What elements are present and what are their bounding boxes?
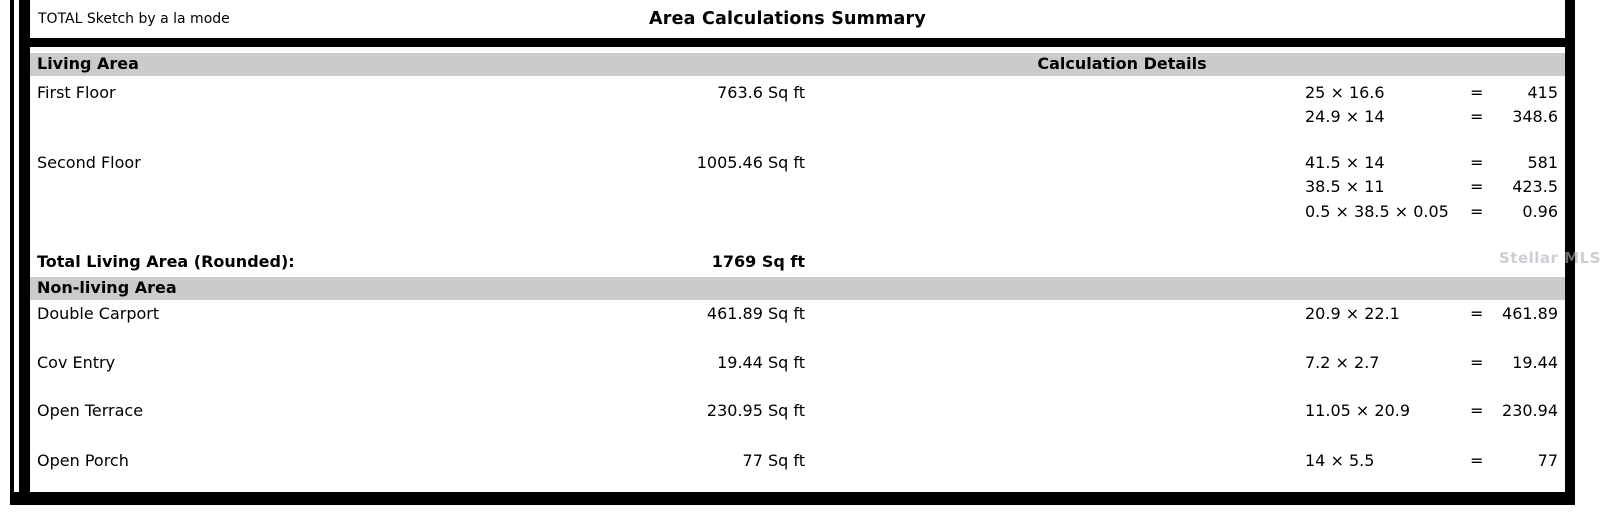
row-name: Double Carport [37, 304, 160, 323]
calculation-details-label: Calculation Details [1037, 54, 1207, 73]
section-header-living-area: Living Area Calculation Details [30, 53, 1565, 76]
table-row: Second Floor 1005.46 Sq ft 41.5 × 14 = 5… [30, 153, 1565, 175]
calc-equals: = [1470, 304, 1484, 323]
row-name: First Floor [37, 83, 116, 102]
title-divider-rule [30, 38, 1565, 47]
calc-equals: = [1470, 177, 1484, 196]
row-area-value: 763.6 Sq ft [717, 83, 805, 102]
calc-expression: 24.9 × 14 [1305, 107, 1385, 126]
calc-equals: = [1470, 353, 1484, 372]
page-edge-line [10, 0, 14, 505]
calc-line: 24.9 × 14 = 348.6 [30, 107, 1565, 129]
calc-expression: 20.9 × 22.1 [1305, 304, 1400, 323]
row-name: Open Terrace [37, 401, 144, 420]
calc-result: 415 [1527, 83, 1558, 102]
section-header-nonliving-area: Non-living Area [30, 277, 1565, 300]
page-title: Area Calculations Summary [649, 9, 926, 29]
calc-equals: = [1470, 107, 1484, 126]
calc-result: 348.6 [1512, 107, 1558, 126]
frame-border-right [1565, 0, 1575, 492]
calc-result: 461.89 [1502, 304, 1558, 323]
calc-expression: 41.5 × 14 [1305, 153, 1385, 172]
table-row: Open Terrace 230.95 Sq ft 11.05 × 20.9 =… [30, 401, 1565, 423]
mls-watermark: Stellar MLS [1499, 249, 1600, 267]
row-name: Open Porch [37, 451, 129, 470]
table-row: Double Carport 461.89 Sq ft 20.9 × 22.1 … [30, 304, 1565, 326]
table-row: Cov Entry 19.44 Sq ft 7.2 × 2.7 = 19.44 [30, 353, 1565, 375]
calc-result: 77 [1537, 451, 1558, 470]
row-area-value: 461.89 Sq ft [706, 304, 805, 323]
calc-expression: 38.5 × 11 [1305, 177, 1385, 196]
calc-result: 581 [1527, 153, 1558, 172]
living-area-label: Living Area [37, 54, 139, 73]
calc-expression: 14 × 5.5 [1305, 451, 1375, 470]
calc-expression: 0.5 × 38.5 × 0.05 [1305, 202, 1449, 221]
calc-result: 423.5 [1512, 177, 1558, 196]
report-body: Living Area Calculation Details First Fl… [30, 47, 1565, 492]
calc-result: 19.44 [1512, 353, 1558, 372]
calc-result: 0.96 [1522, 202, 1558, 221]
table-row: First Floor 763.6 Sq ft 25 × 16.6 = 415 [30, 83, 1565, 105]
calc-line: 0.5 × 38.5 × 0.05 = 0.96 [30, 202, 1565, 224]
frame-border-bottom [10, 492, 1575, 505]
calc-equals: = [1470, 202, 1484, 221]
row-area-value: 77 Sq ft [742, 451, 805, 470]
calc-equals: = [1470, 83, 1484, 102]
nonliving-area-label: Non-living Area [37, 278, 177, 297]
title-band: TOTAL Sketch by a la mode Area Calculati… [30, 0, 1565, 38]
calc-equals: = [1470, 401, 1484, 420]
frame-border-left [19, 0, 30, 492]
row-name: Cov Entry [37, 353, 116, 372]
row-area-value: 230.95 Sq ft [706, 401, 805, 420]
calc-expression: 25 × 16.6 [1305, 83, 1385, 102]
row-area-value: 19.44 Sq ft [717, 353, 805, 372]
total-living-area-row: Total Living Area (Rounded): 1769 Sq ft [30, 252, 1565, 274]
calc-equals: = [1470, 451, 1484, 470]
row-area-value: 1005.46 Sq ft [696, 153, 805, 172]
calc-expression: 7.2 × 2.7 [1305, 353, 1380, 372]
row-name: Second Floor [37, 153, 141, 172]
calc-line: 38.5 × 11 = 423.5 [30, 177, 1565, 199]
total-value: 1769 Sq ft [711, 252, 805, 271]
calc-equals: = [1470, 153, 1484, 172]
calc-expression: 11.05 × 20.9 [1305, 401, 1411, 420]
total-label: Total Living Area (Rounded): [37, 252, 295, 271]
table-row: Open Porch 77 Sq ft 14 × 5.5 = 77 [30, 451, 1565, 473]
calc-result: 230.94 [1502, 401, 1558, 420]
app-brand-label: TOTAL Sketch by a la mode [38, 11, 230, 27]
